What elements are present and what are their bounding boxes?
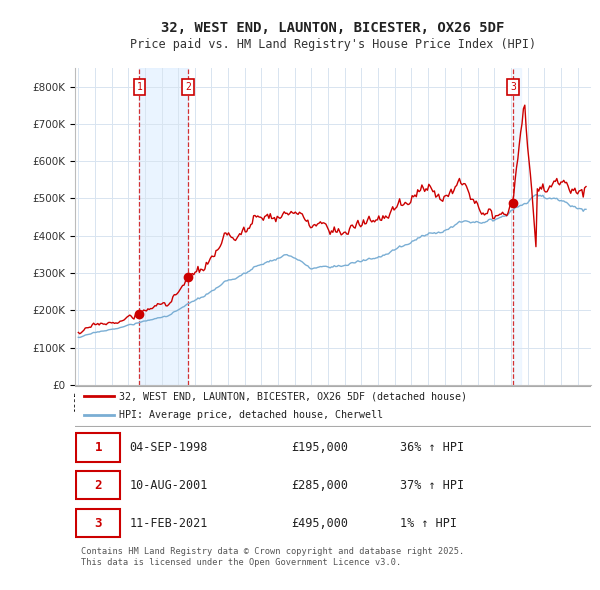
- Text: 37% ↑ HPI: 37% ↑ HPI: [400, 478, 464, 492]
- Text: £285,000: £285,000: [292, 478, 349, 492]
- Text: 1% ↑ HPI: 1% ↑ HPI: [400, 517, 457, 530]
- Text: £495,000: £495,000: [292, 517, 349, 530]
- FancyBboxPatch shape: [73, 386, 593, 426]
- Text: 10-AUG-2001: 10-AUG-2001: [129, 478, 208, 492]
- Text: 11-FEB-2021: 11-FEB-2021: [129, 517, 208, 530]
- Text: Contains HM Land Registry data © Crown copyright and database right 2025.
This d: Contains HM Land Registry data © Crown c…: [81, 547, 464, 566]
- Text: £195,000: £195,000: [292, 441, 349, 454]
- Text: 2: 2: [185, 82, 191, 92]
- FancyBboxPatch shape: [76, 433, 120, 461]
- Text: 1: 1: [136, 82, 142, 92]
- FancyBboxPatch shape: [76, 471, 120, 500]
- Text: 32, WEST END, LAUNTON, BICESTER, OX26 5DF (detached house): 32, WEST END, LAUNTON, BICESTER, OX26 5D…: [119, 391, 467, 401]
- Text: Price paid vs. HM Land Registry's House Price Index (HPI): Price paid vs. HM Land Registry's House …: [130, 38, 536, 51]
- Text: 2: 2: [94, 478, 102, 492]
- Bar: [513, 68, 521, 385]
- Text: 32, WEST END, LAUNTON, BICESTER, OX26 5DF: 32, WEST END, LAUNTON, BICESTER, OX26 5D…: [161, 21, 505, 35]
- FancyBboxPatch shape: [76, 509, 120, 537]
- Text: 04-SEP-1998: 04-SEP-1998: [129, 441, 208, 454]
- Text: 36% ↑ HPI: 36% ↑ HPI: [400, 441, 464, 454]
- Text: 3: 3: [510, 82, 516, 92]
- Text: 1: 1: [94, 441, 102, 454]
- Bar: [139, 68, 188, 385]
- Text: HPI: Average price, detached house, Cherwell: HPI: Average price, detached house, Cher…: [119, 411, 383, 421]
- Text: 3: 3: [94, 517, 102, 530]
